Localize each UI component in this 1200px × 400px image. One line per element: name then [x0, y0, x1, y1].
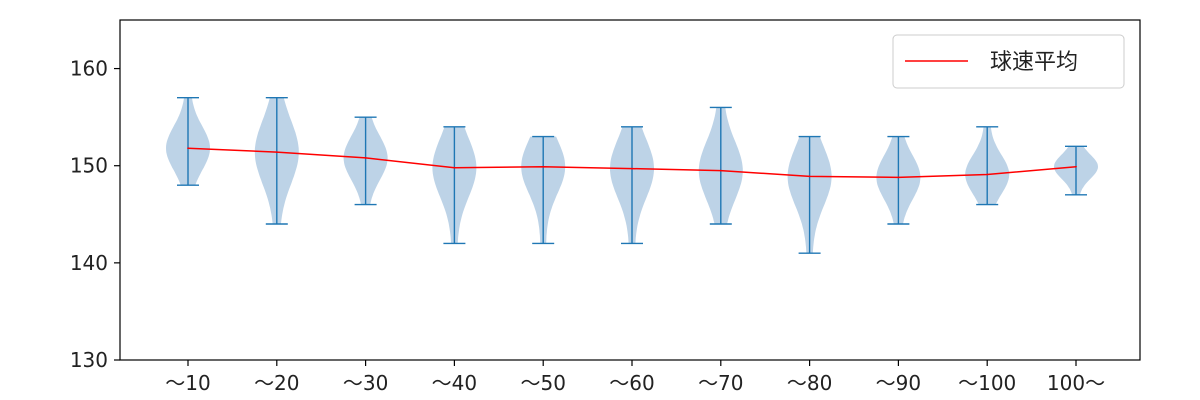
- x-tick-label: 〜20: [254, 371, 299, 395]
- mean-point: [542, 165, 544, 168]
- mean-line-group: [187, 147, 1077, 179]
- legend-label: 球速平均: [990, 50, 1078, 75]
- y-tick-label: 140: [70, 251, 108, 275]
- mean-point: [897, 176, 900, 179]
- mean-point: [986, 173, 988, 176]
- mean-point: [364, 157, 367, 159]
- mean-point: [187, 147, 189, 150]
- legend-box: [892, 34, 1125, 89]
- y-axis: 130 140 150 160: [70, 57, 120, 372]
- legend: 球速平均: [892, 34, 1125, 89]
- x-tick-label: 〜80: [787, 371, 832, 395]
- mean-point: [453, 166, 456, 169]
- mean-point: [276, 151, 278, 153]
- plot-frame: [119, 19, 1141, 361]
- x-tick-label: 〜60: [609, 371, 654, 395]
- mean-point: [720, 169, 722, 172]
- x-tick-label: 〜40: [432, 371, 477, 395]
- mean-point: [1075, 165, 1077, 168]
- y-tick-label: 130: [70, 348, 108, 372]
- x-tick-label: 〜50: [520, 371, 565, 395]
- x-axis: 〜10 〜20 〜30 〜40 〜50 〜60 〜70 〜80 〜90 〜100 100〜: [165, 360, 1105, 395]
- x-tick-label: 〜90: [876, 371, 921, 395]
- mean-point: [808, 175, 811, 178]
- x-tick-label: 〜10: [165, 371, 210, 395]
- violin-group: [166, 97, 1098, 254]
- x-tick-label: 100〜: [1047, 371, 1105, 395]
- x-tick-label: 〜30: [343, 371, 388, 395]
- y-tick-label: 160: [70, 57, 108, 81]
- mean-point: [631, 167, 633, 170]
- x-tick-label: 〜70: [698, 371, 743, 395]
- x-tick-label: 〜100: [958, 371, 1016, 395]
- y-tick-label: 150: [70, 154, 108, 178]
